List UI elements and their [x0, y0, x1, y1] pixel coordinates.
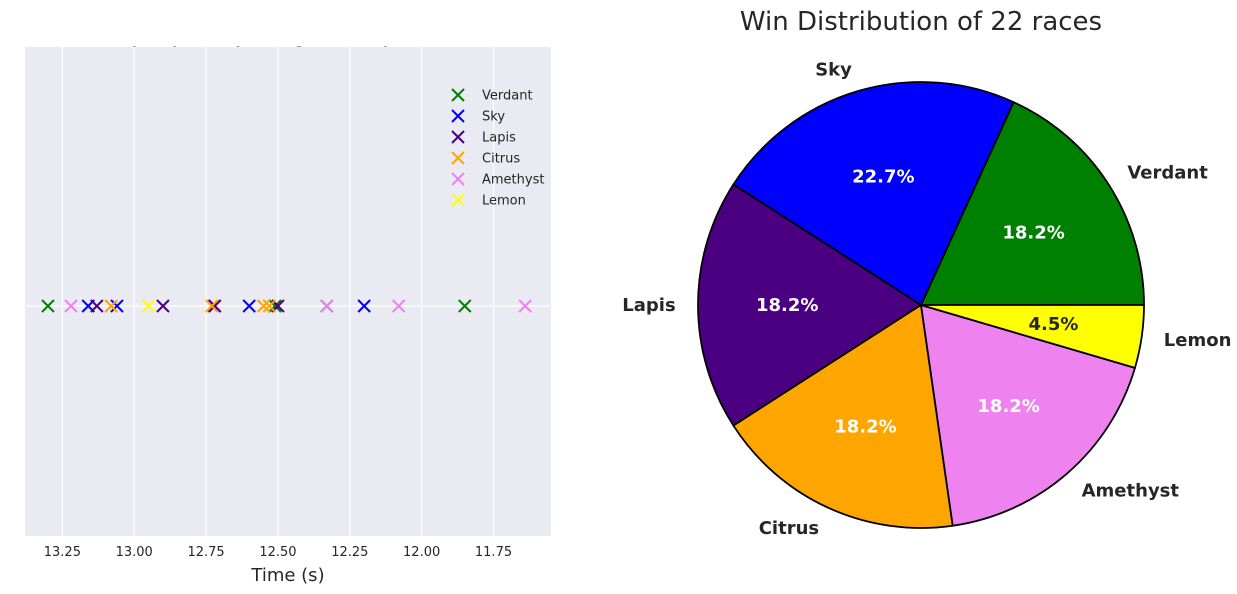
plot-area	[25, 47, 551, 536]
legend-item-citrus: Citrus	[451, 151, 520, 167]
legend-item-lapis: Lapis	[451, 130, 516, 146]
scatter-point-citrus	[262, 299, 277, 313]
pie-slice-lapis	[697, 183, 922, 427]
x-tick-label: 12.75	[187, 545, 224, 560]
legend-label-verdant: Verdant	[482, 89, 533, 104]
pie-labels: Verdant 18.2% Sky 22.7% Lapis 18.2% Citrus 18.2…	[622, 60, 1231, 539]
pie-pct-lapis: 18.2%	[756, 295, 818, 316]
legend-label-amethyst: Amethyst	[482, 173, 544, 188]
pie-pct-citrus: 18.2%	[834, 417, 896, 438]
pie-slices	[697, 81, 1145, 529]
scatter-point-citrus	[104, 299, 118, 313]
legend-marker-amethyst	[451, 172, 465, 186]
pie-label-amethyst: Amethyst	[1082, 480, 1180, 501]
scatter-point-sky	[110, 299, 124, 313]
x-tick-label: 11.75	[475, 545, 512, 560]
pie-slice-verdant	[920, 101, 1145, 306]
pie-label-citrus: Citrus	[759, 518, 819, 539]
legend-item-verdant: Verdant	[451, 88, 533, 104]
pie-slice-citrus	[732, 304, 954, 529]
pie-title: Win Distribution of 22 races	[740, 7, 1102, 37]
legend-label-citrus: Citrus	[482, 152, 520, 167]
scatter-point-amethyst	[518, 299, 532, 313]
pie-slice-sky	[732, 81, 1015, 306]
x-axis-label: Time (s)	[250, 565, 324, 586]
scatter-point-lapis	[90, 299, 104, 313]
scatter-point-verdant	[268, 299, 282, 313]
pie-label-sky: Sky	[815, 60, 852, 81]
pie-slice-lemon	[920, 304, 1145, 369]
scatter-point-sky	[357, 299, 371, 313]
pie-slice-amethyst	[920, 304, 1136, 527]
pie-label-lapis: Lapis	[622, 295, 675, 316]
scatter-point-amethyst	[320, 299, 334, 313]
scatter-point-amethyst	[391, 299, 406, 313]
legend-item-amethyst: Amethyst	[451, 172, 544, 188]
legend-label-sky: Sky	[482, 110, 505, 125]
x-tick-label: 12.00	[403, 545, 440, 560]
legend-item-sky: Sky	[451, 109, 505, 125]
legend-label-lapis: Lapis	[482, 131, 516, 146]
scatter-point-lapis	[207, 299, 222, 313]
x-tick-label: 13.25	[44, 545, 81, 560]
pie-pct-verdant: 18.2%	[1002, 223, 1064, 244]
x-tick-label: 12.25	[331, 545, 368, 560]
scatter-point-verdant	[41, 299, 55, 313]
x-tick-label: 12.50	[259, 545, 296, 560]
legend-label-lemon: Lemon	[482, 194, 526, 209]
x-tick-labels: 13.25 13.00 12.75 12.50 12.25 12.00 11.75	[44, 545, 512, 560]
legend-item-lemon: Lemon	[451, 193, 526, 209]
pie-pct-lemon: 4.5%	[1028, 314, 1078, 335]
pie-pct-amethyst: 18.2%	[977, 396, 1039, 417]
x-tick-label: 13.00	[116, 545, 153, 560]
legend-marker-lemon	[451, 193, 465, 207]
scatter-point-lapis	[156, 299, 170, 313]
legend-marker-lapis	[451, 130, 465, 144]
grid-lines	[25, 47, 551, 536]
pie-pct-sky: 22.7%	[852, 167, 914, 188]
scatter-point-verdant	[458, 299, 472, 313]
legend: Verdant Sky Lapis Citrus Amethyst Lemon	[451, 88, 544, 209]
pie-label-lemon: Lemon	[1164, 330, 1232, 351]
scatter-chart: Winning Time for Each Race 13.2513.0012.…	[25, 43, 551, 586]
scatter-point-amethyst	[64, 299, 78, 313]
scatter-point-lemon	[141, 299, 156, 313]
scatter-point-citrus	[256, 299, 271, 313]
scatter-point-citrus	[205, 299, 219, 313]
pie-label-verdant: Verdant	[1127, 162, 1208, 183]
legend-marker-sky	[451, 109, 465, 123]
pie-chart: Win Distribution of 22 races Verdant 18.2…	[622, 7, 1231, 539]
scatter-points	[41, 299, 532, 313]
scatter-point-sky	[242, 299, 256, 313]
legend-marker-verdant	[451, 88, 465, 102]
legend-marker-citrus	[451, 151, 465, 165]
